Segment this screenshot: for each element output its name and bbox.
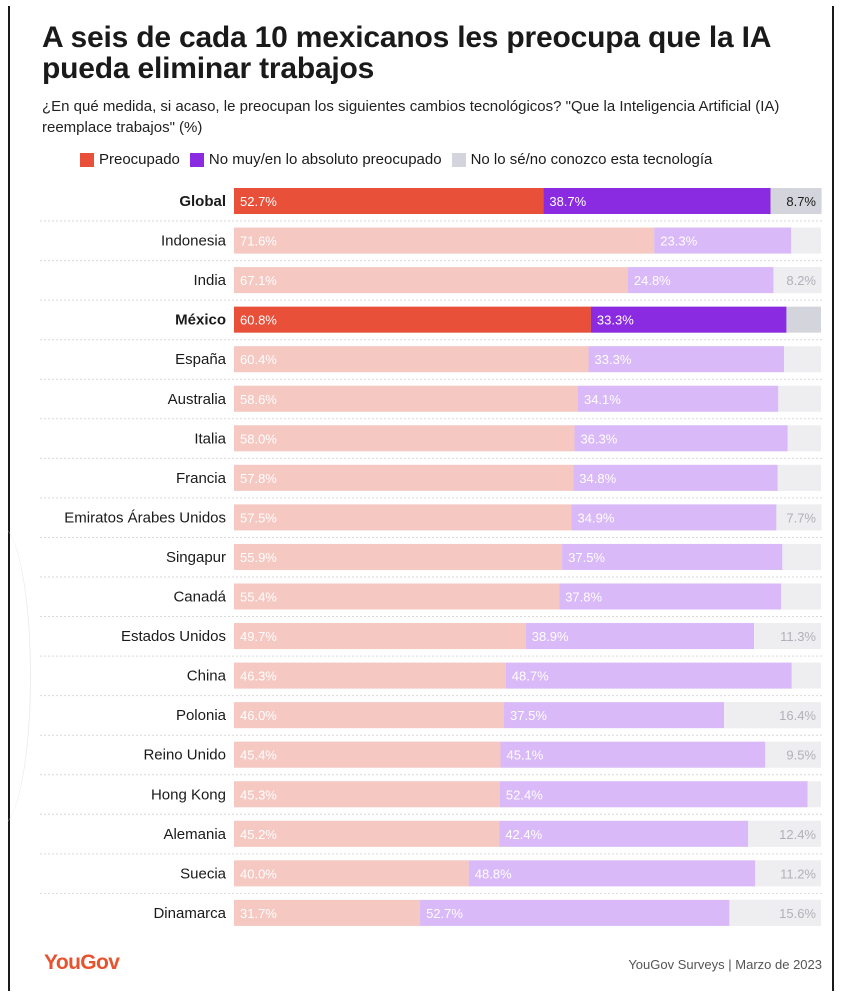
- chart-title: A seis de cada 10 mexicanos les preocupa…: [42, 21, 771, 85]
- legend-label-preocupado: Preocupado: [99, 151, 180, 168]
- legend-label-no-preocupado: No muy/en lo absoluto preocupado: [208, 151, 442, 168]
- chart-subtitle: ¿En qué medida, si acaso, le preocupan l…: [42, 98, 780, 136]
- legend-swatch-no-lo-se: [451, 152, 466, 167]
- legend-item-no-preocupado: No muy/en lo absoluto preocupado: [189, 151, 442, 168]
- legend-item-no-lo-se: No lo sé/no conozco esta tecnología: [451, 151, 713, 168]
- legend-item-preocupado: Preocupado: [80, 151, 180, 168]
- yougov-logo: YouGov: [44, 951, 120, 974]
- legend: Preocupado No muy/en lo absoluto preocup…: [80, 151, 722, 168]
- source-note: YouGov Surveys | Marzo de 2023: [628, 957, 822, 972]
- background-decoration: [0, 526, 31, 826]
- image-frame: [8, 6, 834, 991]
- legend-swatch-no-preocupado: [189, 152, 204, 167]
- legend-label-no-lo-se: No lo sé/no conozco esta tecnología: [470, 151, 713, 168]
- legend-swatch-preocupado: [80, 152, 94, 167]
